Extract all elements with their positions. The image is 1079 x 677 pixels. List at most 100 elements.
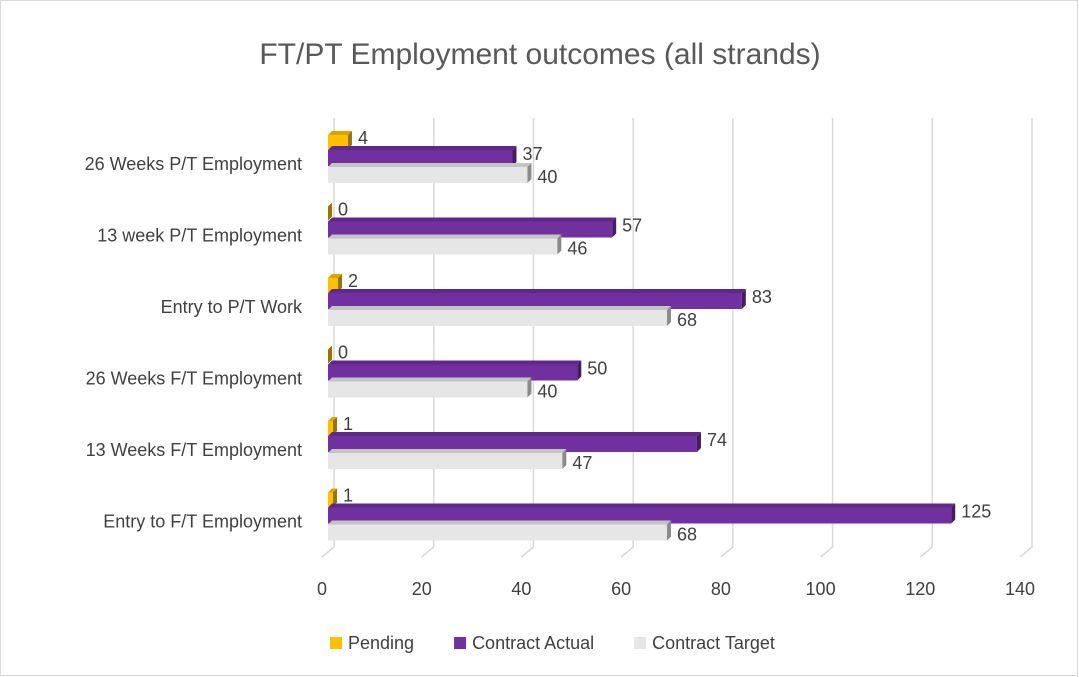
bar-top bbox=[328, 289, 746, 293]
data-label: 57 bbox=[622, 215, 642, 235]
bar-front bbox=[328, 492, 333, 507]
bar-front bbox=[328, 293, 742, 309]
bar bbox=[328, 202, 332, 221]
bar-side bbox=[328, 345, 332, 364]
data-label: 125 bbox=[961, 501, 991, 521]
bar bbox=[328, 377, 532, 398]
bar-front bbox=[328, 278, 338, 292]
data-label: 46 bbox=[567, 238, 587, 258]
bar bbox=[328, 306, 672, 326]
bar-side bbox=[741, 289, 746, 309]
bar-front bbox=[328, 381, 528, 398]
bar-side bbox=[577, 360, 582, 381]
data-label: 50 bbox=[587, 358, 607, 378]
bar-top bbox=[328, 449, 567, 453]
bar-side bbox=[332, 417, 337, 435]
bar-front bbox=[328, 524, 668, 541]
bar-front bbox=[328, 150, 513, 166]
bar bbox=[328, 146, 517, 166]
bar-top bbox=[328, 131, 352, 135]
bar-side bbox=[337, 274, 342, 292]
bar-top bbox=[328, 417, 337, 421]
bar bbox=[328, 217, 617, 238]
bar-side bbox=[951, 503, 956, 524]
bar bbox=[328, 503, 956, 524]
bar-front bbox=[328, 238, 558, 255]
data-label: 37 bbox=[522, 144, 542, 164]
legend-swatch bbox=[634, 637, 647, 649]
bar-side bbox=[696, 432, 701, 452]
bar bbox=[328, 274, 342, 292]
bar bbox=[328, 520, 672, 541]
bar-top bbox=[328, 274, 342, 278]
grid-line bbox=[620, 118, 634, 558]
grid-line bbox=[919, 118, 934, 558]
bar-top bbox=[328, 488, 337, 493]
bar-side bbox=[512, 146, 517, 166]
data-label: 4 bbox=[358, 128, 368, 148]
x-tick-label: 120 bbox=[905, 579, 935, 599]
bar bbox=[328, 449, 567, 469]
grid-line bbox=[720, 118, 734, 558]
bar-front bbox=[328, 507, 952, 524]
bar-side bbox=[527, 377, 532, 398]
bar-front bbox=[328, 221, 613, 238]
data-label: 0 bbox=[338, 199, 348, 219]
bar-front bbox=[328, 364, 578, 381]
y-tick-label: 13 Weeks F/T Employment bbox=[86, 440, 302, 460]
legend-label: Contract Actual bbox=[472, 633, 594, 653]
bar bbox=[328, 131, 352, 149]
bar bbox=[328, 234, 562, 255]
bar-front bbox=[328, 310, 668, 326]
bar-side bbox=[562, 449, 567, 469]
legend-label: Pending bbox=[348, 633, 414, 653]
x-tick-label: 140 bbox=[1005, 579, 1035, 599]
bar-front bbox=[328, 167, 528, 183]
legend-swatch bbox=[454, 637, 467, 649]
bar bbox=[328, 345, 332, 364]
x-tick-label: 0 bbox=[317, 579, 327, 599]
data-label: 1 bbox=[343, 414, 353, 434]
bar-top bbox=[328, 234, 562, 239]
data-label: 68 bbox=[677, 524, 697, 544]
legend-swatch bbox=[330, 637, 342, 649]
legend-label: Contract Target bbox=[652, 633, 775, 653]
data-label: 40 bbox=[537, 167, 557, 187]
bar-top bbox=[328, 306, 672, 310]
data-label: 0 bbox=[338, 342, 348, 362]
bar-front bbox=[328, 453, 563, 469]
bar-side bbox=[667, 306, 672, 326]
bar bbox=[328, 289, 746, 309]
y-tick-label: 26 Weeks F/T Employment bbox=[86, 368, 302, 388]
bar-top bbox=[328, 217, 617, 222]
bar-side bbox=[332, 488, 337, 507]
bar bbox=[328, 163, 532, 183]
y-tick-label: 26 Weeks P/T Employment bbox=[85, 154, 302, 174]
bar-front bbox=[328, 135, 348, 149]
bar-side bbox=[527, 163, 532, 183]
x-tick-label: 80 bbox=[711, 579, 731, 599]
data-label: 40 bbox=[537, 381, 557, 401]
y-tick-label: 13 week P/T Employment bbox=[97, 225, 302, 245]
data-label: 68 bbox=[677, 310, 697, 330]
grid-line bbox=[520, 118, 535, 558]
bar-top bbox=[328, 377, 532, 382]
bar-side bbox=[667, 520, 672, 541]
grid-line bbox=[421, 118, 435, 558]
bar-top bbox=[328, 360, 582, 365]
x-tick-label: 100 bbox=[806, 579, 836, 599]
bar-side bbox=[347, 131, 352, 149]
y-tick-label: Entry to F/T Employment bbox=[103, 511, 302, 531]
grid-line bbox=[820, 118, 834, 558]
bar-side bbox=[612, 217, 617, 238]
data-label: 74 bbox=[707, 430, 727, 450]
bar-top bbox=[328, 163, 532, 167]
data-label: 83 bbox=[752, 287, 772, 307]
x-tick-label: 60 bbox=[611, 579, 631, 599]
data-label: 2 bbox=[348, 271, 358, 291]
bar bbox=[328, 417, 337, 435]
bar-side bbox=[557, 234, 562, 255]
bar bbox=[328, 360, 582, 381]
grid-line bbox=[1019, 118, 1033, 558]
y-tick-label: Entry to P/T Work bbox=[161, 297, 303, 317]
